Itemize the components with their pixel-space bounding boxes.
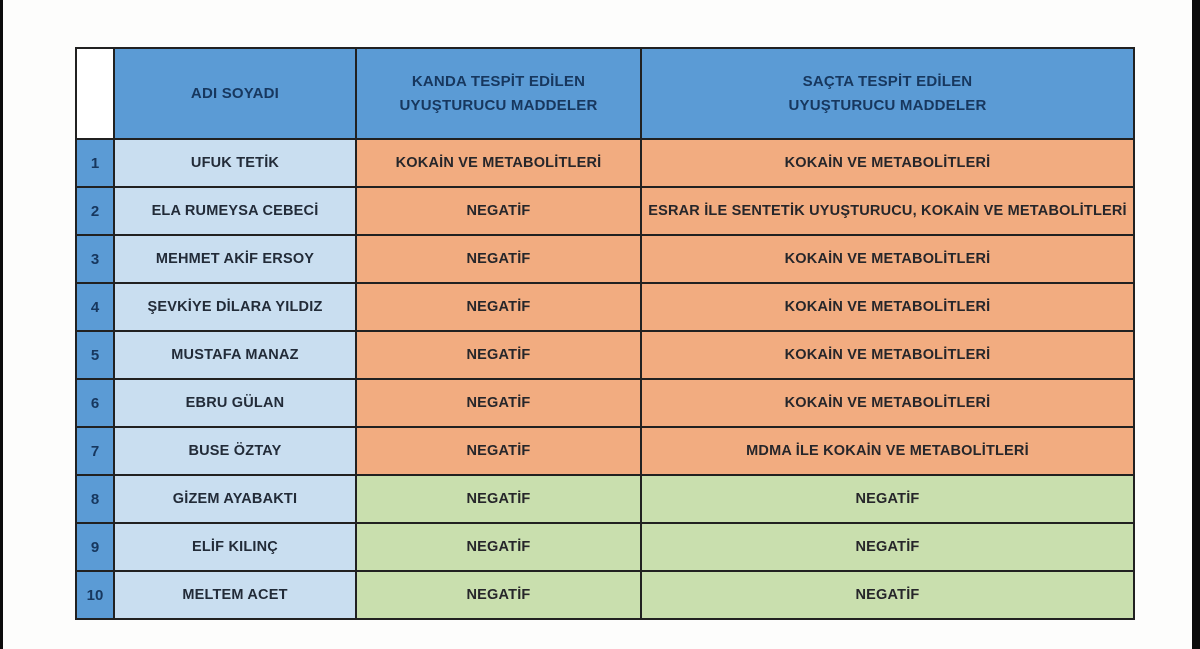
table-body: 1 UFUK TETİK KOKAİN VE METABOLİTLERİ KOKAİN…: [75, 138, 1135, 620]
row-number: 6: [75, 378, 115, 428]
row-number: 2: [75, 186, 115, 236]
row-number: 9: [75, 522, 115, 572]
hair-result: KOKAİN VE METABOLİTLERİ: [640, 234, 1135, 284]
name-cell: GİZEM AYABAKTI: [113, 474, 357, 524]
table-row: 8 GİZEM AYABAKTI NEGATİF NEGATİF: [75, 474, 1135, 524]
hair-result: ESRAR İLE SENTETİK UYUŞTURUCU, KOKAİN VE…: [640, 186, 1135, 236]
header-name: ADI SOYADI: [113, 47, 357, 140]
header-hair-results: SAÇTA TESPİT EDİLEN UYUŞTURUCU MADDELER: [640, 47, 1135, 140]
table-row: 3 MEHMET AKİF ERSOY NEGATİF KOKAİN VE METAB…: [75, 234, 1135, 284]
name-cell: ELİF KILINÇ: [113, 522, 357, 572]
hair-result: NEGATİF: [640, 570, 1135, 620]
blood-result: NEGATİF: [355, 186, 642, 236]
name-cell: ELA RUMEYSA CEBECİ: [113, 186, 357, 236]
drug-test-results-table: ADI SOYADI KANDA TESPİT EDİLEN UYUŞTURUC…: [75, 47, 1135, 620]
blood-result: NEGATİF: [355, 522, 642, 572]
right-edge-black-strip: [1192, 0, 1200, 649]
row-number: 5: [75, 330, 115, 380]
table-row: 4 ŞEVKİYE DİLARA YILDIZ NEGATİF KOKAİN VE M…: [75, 282, 1135, 332]
hair-result: MDMA İLE KOKAİN VE METABOLİTLERİ: [640, 426, 1135, 476]
header-row: ADI SOYADI KANDA TESPİT EDİLEN UYUŞTURUC…: [75, 47, 1135, 140]
table-header: ADI SOYADI KANDA TESPİT EDİLEN UYUŞTURUC…: [75, 47, 1135, 140]
blood-result: NEGATİF: [355, 474, 642, 524]
name-cell: MEHMET AKİF ERSOY: [113, 234, 357, 284]
hair-result: KOKAİN VE METABOLİTLERİ: [640, 138, 1135, 188]
blood-result: NEGATİF: [355, 426, 642, 476]
table-row: 5 MUSTAFA MANAZ NEGATİF KOKAİN VE METABOLİT…: [75, 330, 1135, 380]
hair-result: NEGATİF: [640, 522, 1135, 572]
name-cell: UFUK TETİK: [113, 138, 357, 188]
name-cell: EBRU GÜLAN: [113, 378, 357, 428]
blood-result: KOKAİN VE METABOLİTLERİ: [355, 138, 642, 188]
table-row: 1 UFUK TETİK KOKAİN VE METABOLİTLERİ KOKAİN…: [75, 138, 1135, 188]
corner-cell: [75, 47, 115, 140]
header-blood-results: KANDA TESPİT EDİLEN UYUŞTURUCU MADDELER: [355, 47, 642, 140]
blood-result: NEGATİF: [355, 234, 642, 284]
blood-result: NEGATİF: [355, 282, 642, 332]
row-number: 3: [75, 234, 115, 284]
blood-result: NEGATİF: [355, 378, 642, 428]
name-cell: MUSTAFA MANAZ: [113, 330, 357, 380]
row-number: 4: [75, 282, 115, 332]
blood-result: NEGATİF: [355, 330, 642, 380]
hair-result: KOKAİN VE METABOLİTLERİ: [640, 378, 1135, 428]
name-cell: BUSE ÖZTAY: [113, 426, 357, 476]
blood-result: NEGATİF: [355, 570, 642, 620]
hair-result: KOKAİN VE METABOLİTLERİ: [640, 330, 1135, 380]
row-number: 1: [75, 138, 115, 188]
name-cell: MELTEM ACET: [113, 570, 357, 620]
table-row: 10 MELTEM ACET NEGATİF NEGATİF: [75, 570, 1135, 620]
row-number: 8: [75, 474, 115, 524]
table-row: 7 BUSE ÖZTAY NEGATİF MDMA İLE KOKAİN VE MET…: [75, 426, 1135, 476]
table-row: 2 ELA RUMEYSA CEBECİ NEGATİF ESRAR İLE SENT…: [75, 186, 1135, 236]
table-row: 9 ELİF KILINÇ NEGATİF NEGATİF: [75, 522, 1135, 572]
hair-result: KOKAİN VE METABOLİTLERİ: [640, 282, 1135, 332]
row-number: 10: [75, 570, 115, 620]
left-edge-black-strip: [0, 0, 3, 649]
name-cell: ŞEVKİYE DİLARA YILDIZ: [113, 282, 357, 332]
row-number: 7: [75, 426, 115, 476]
table-row: 6 EBRU GÜLAN NEGATİF KOKAİN VE METABOLİTLER…: [75, 378, 1135, 428]
hair-result: NEGATİF: [640, 474, 1135, 524]
